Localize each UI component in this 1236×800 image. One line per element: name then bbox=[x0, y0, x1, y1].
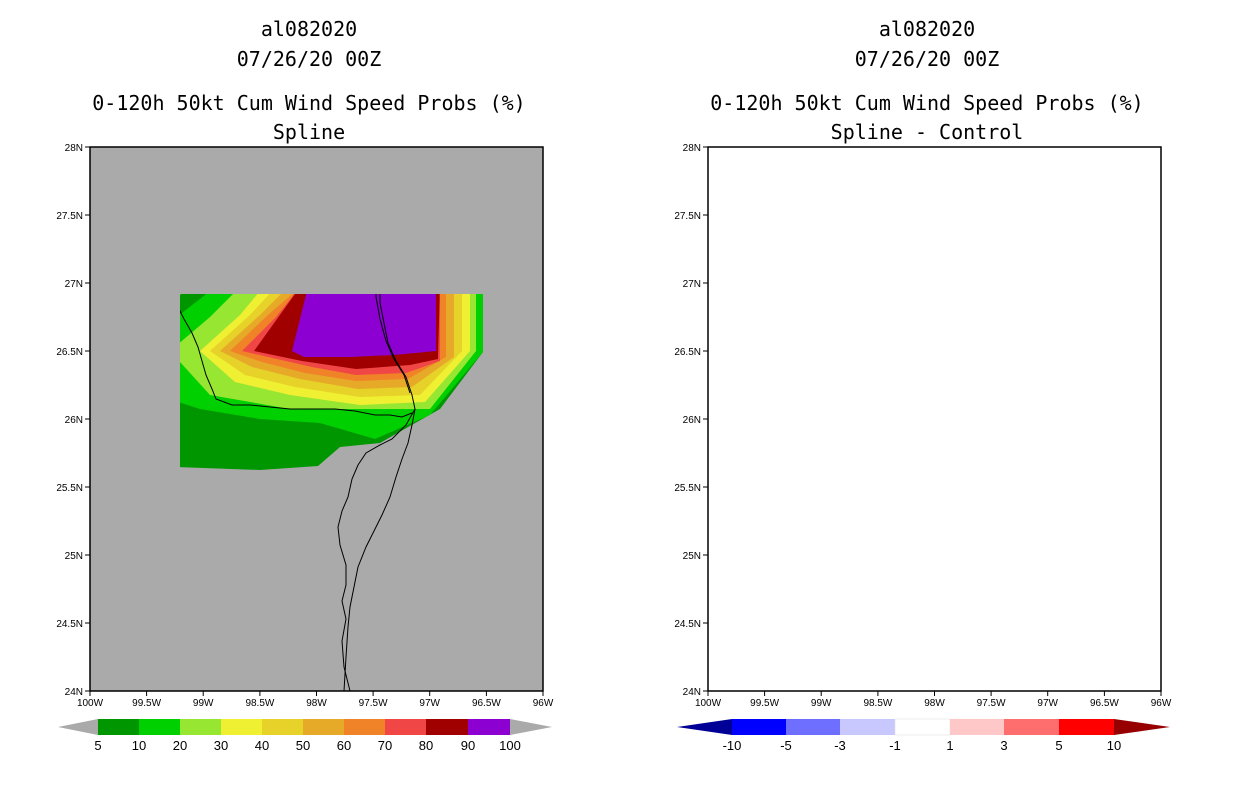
colorbar-label: 30 bbox=[214, 738, 228, 753]
colorbar-swatch bbox=[894, 718, 951, 736]
lon-label: 96W bbox=[533, 698, 554, 709]
lon-label: 98.5W bbox=[245, 698, 274, 709]
lat-label: 25.5N bbox=[674, 483, 701, 494]
lat-label: 27.5N bbox=[674, 211, 701, 222]
right-map bbox=[707, 146, 1162, 692]
lon-label: 98.5W bbox=[863, 698, 892, 709]
right-subtitle: Spline - Control bbox=[830, 120, 1024, 144]
colorbar-swatch bbox=[840, 719, 895, 735]
left-tick-marks bbox=[85, 146, 544, 696]
colorbar-label: 90 bbox=[461, 738, 475, 753]
colorbar-swatch bbox=[221, 719, 262, 735]
lat-label: 26N bbox=[65, 415, 83, 426]
colorbar-swatch bbox=[98, 719, 139, 735]
colorbar-label: -10 bbox=[723, 738, 742, 753]
colorbar-label: 60 bbox=[337, 738, 351, 753]
lat-label: 27.5N bbox=[56, 211, 83, 222]
lon-label: 97W bbox=[1037, 698, 1058, 709]
colorbar-label: 80 bbox=[419, 738, 433, 753]
lat-label: 25.5N bbox=[56, 483, 83, 494]
lon-label: 100W bbox=[77, 698, 104, 709]
right-tick-marks bbox=[703, 146, 1162, 696]
lat-label: 27N bbox=[683, 279, 701, 290]
right-storm-id: al082020 bbox=[878, 17, 976, 41]
colorbar-swatch bbox=[1059, 719, 1114, 735]
lat-label: 25N bbox=[683, 551, 701, 562]
colorbar-label: 5 bbox=[94, 738, 101, 753]
colorbar-label: 100 bbox=[499, 738, 521, 753]
left-datetime: 07/26/20 00Z bbox=[236, 47, 382, 71]
colorbar-label: 10 bbox=[1107, 738, 1121, 753]
lat-label: 24.5N bbox=[56, 619, 83, 630]
lat-label: 24.5N bbox=[674, 619, 701, 630]
lon-label: 96.5W bbox=[1090, 698, 1119, 709]
colorbar-label: 50 bbox=[296, 738, 310, 753]
colorbar-swatch bbox=[1004, 719, 1059, 735]
left-storm-id: al082020 bbox=[260, 17, 358, 41]
colorbar-swatch bbox=[139, 719, 180, 735]
right-lon-labels: 100W 99.5W 99W 98.5W 98W 97.5W 97W 96.5W… bbox=[695, 698, 1172, 709]
colorbar-swatch bbox=[950, 719, 1004, 735]
colorbar-label: 1 bbox=[946, 738, 953, 753]
left-product-title: 0-120h 50kt Cum Wind Speed Probs (%) bbox=[92, 91, 526, 115]
right-map-background bbox=[708, 147, 1161, 691]
colorbar-label: 70 bbox=[378, 738, 392, 753]
colorbar-swatch bbox=[180, 719, 221, 735]
left-lon-labels: 100W 99.5W 99W 98.5W 98W 97.5W 97W 96.5W… bbox=[77, 698, 554, 709]
lat-label: 26.5N bbox=[674, 347, 701, 358]
colorbar-lower-arrow bbox=[58, 719, 98, 735]
right-lat-labels: 28N 27.5N 27N 26.5N 26N 25.5N 25N 24.5N … bbox=[674, 143, 701, 698]
right-product-title: 0-120h 50kt Cum Wind Speed Probs (%) bbox=[710, 91, 1144, 115]
left-subtitle: Spline bbox=[272, 120, 346, 144]
lon-label: 97.5W bbox=[359, 698, 388, 709]
left-colorbar: 5 10 20 30 40 50 60 70 80 90 100 bbox=[58, 719, 552, 753]
right-colorbar: -10 -5 -3 -1 1 3 5 10 bbox=[677, 718, 1170, 753]
lon-label: 97W bbox=[419, 698, 440, 709]
lat-label: 28N bbox=[683, 143, 701, 154]
lon-label: 99.5W bbox=[750, 698, 779, 709]
lat-label: 24N bbox=[65, 687, 83, 698]
colorbar-swatch bbox=[262, 719, 303, 735]
lat-label: 28N bbox=[65, 143, 83, 154]
lat-label: 24N bbox=[683, 687, 701, 698]
lat-label: 26.5N bbox=[56, 347, 83, 358]
colorbar-swatch bbox=[303, 719, 344, 735]
lon-label: 96W bbox=[1151, 698, 1172, 709]
right-datetime: 07/26/20 00Z bbox=[854, 47, 1000, 71]
colorbar-swatch bbox=[426, 719, 468, 735]
lat-label: 25N bbox=[65, 551, 83, 562]
lon-label: 99.5W bbox=[132, 698, 161, 709]
colorbar-lower-arrow bbox=[677, 719, 732, 735]
lon-label: 99W bbox=[811, 698, 832, 709]
colorbar-label: -3 bbox=[834, 738, 846, 753]
colorbar-upper-arrow bbox=[510, 719, 552, 735]
colorbar-swatch bbox=[468, 719, 510, 735]
colorbar-label: 10 bbox=[132, 738, 146, 753]
left-lat-labels: 28N 27.5N 27N 26.5N 26N 25.5N 25N 24.5N … bbox=[56, 143, 83, 698]
lon-label: 99W bbox=[193, 698, 214, 709]
colorbar-label: 40 bbox=[255, 738, 269, 753]
colorbar-upper-arrow bbox=[1114, 719, 1170, 735]
colorbar-label: 3 bbox=[1000, 738, 1007, 753]
colorbar-label: -5 bbox=[780, 738, 792, 753]
lon-label: 98W bbox=[306, 698, 327, 709]
lon-label: 96.5W bbox=[472, 698, 501, 709]
lon-label: 98W bbox=[924, 698, 945, 709]
lon-label: 100W bbox=[695, 698, 722, 709]
colorbar-label: -1 bbox=[889, 738, 901, 753]
left-map bbox=[89, 146, 544, 692]
lat-label: 27N bbox=[65, 279, 83, 290]
colorbar-label: 20 bbox=[173, 738, 187, 753]
colorbar-swatch bbox=[344, 719, 385, 735]
colorbar-swatch bbox=[385, 719, 426, 735]
lon-label: 97.5W bbox=[977, 698, 1006, 709]
lat-label: 26N bbox=[683, 415, 701, 426]
colorbar-swatch bbox=[786, 719, 840, 735]
colorbar-label: 5 bbox=[1055, 738, 1062, 753]
left-probability-contours bbox=[180, 294, 483, 692]
colorbar-swatch bbox=[732, 719, 786, 735]
